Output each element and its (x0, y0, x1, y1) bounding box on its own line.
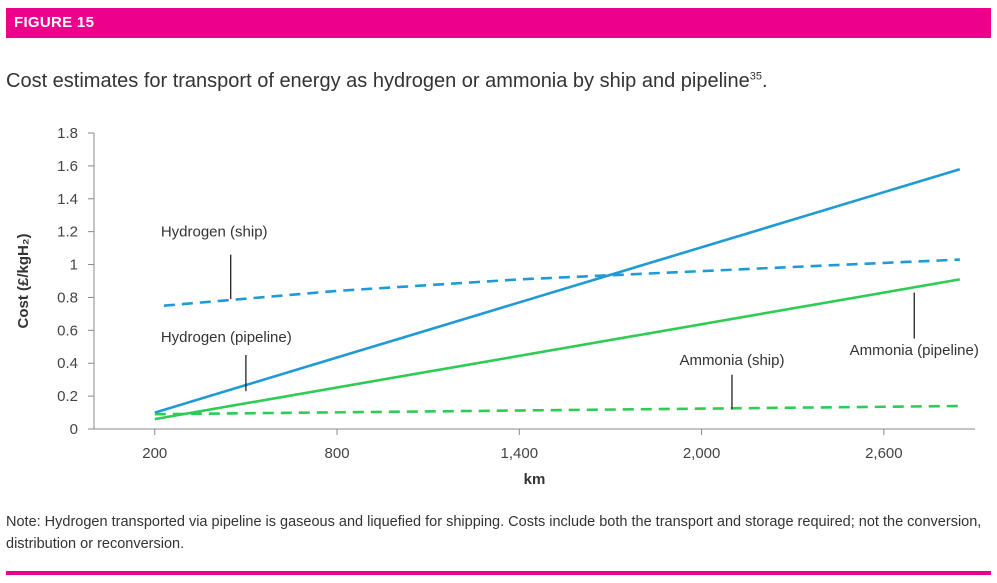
line-chart: 0 0.2 0.4 0.6 0.8 1 1.2 1.4 1.6 1.8 200 800 1,400 2,0… (15, 125, 979, 488)
figure-note: Note: Hydrogen transported via pipeline … (6, 514, 982, 552)
y-tick-label: 1.4 (57, 191, 78, 208)
x-tick-label: 2,600 (865, 445, 903, 462)
x-tick-label: 200 (142, 445, 167, 462)
x-tick-label: 2,000 (683, 445, 721, 462)
x-axis-title: km (524, 471, 546, 488)
annotation-label: Ammonia (pipeline) (850, 342, 979, 359)
series-line-ammonia-pipeline (154, 278, 961, 421)
caption-text: Cost estimates for transport of energy a… (6, 70, 750, 92)
series-line-hydrogen-ship (163, 258, 960, 307)
annotation-label: Ammonia (ship) (679, 352, 784, 369)
y-tick-label: 1.6 (57, 158, 78, 175)
figure-footer-bar (6, 571, 991, 575)
caption-reference: 35 (749, 70, 762, 83)
series-line-hydrogen-pipeline (154, 167, 961, 414)
y-tick-label: 1.2 (57, 224, 78, 241)
y-tick-label: 0.4 (57, 355, 78, 372)
y-tick-label: 1 (70, 257, 78, 274)
y-axis-title: Cost (£/kgH₂) (15, 233, 32, 328)
x-tick-label: 1,400 (501, 445, 539, 462)
figure-label: FIGURE 15 (14, 14, 95, 31)
annotation-label: Hydrogen (ship) (161, 224, 268, 241)
caption-end: . (761, 70, 768, 92)
y-tick-label: 1.8 (57, 125, 78, 142)
x-tick-label: 800 (325, 445, 350, 462)
y-tick-label: 0.6 (57, 322, 78, 339)
series-line-ammonia-ship (154, 404, 960, 416)
annotation-label: Hydrogen (pipeline) (161, 329, 292, 346)
y-tick-label: 0.2 (57, 388, 78, 405)
figure-caption: Cost estimates for transport of energy a… (6, 70, 768, 93)
y-tick-label: 0.8 (57, 289, 78, 306)
figure-header-bar: FIGURE 15 (6, 8, 991, 38)
y-tick-label: 0 (70, 421, 78, 438)
